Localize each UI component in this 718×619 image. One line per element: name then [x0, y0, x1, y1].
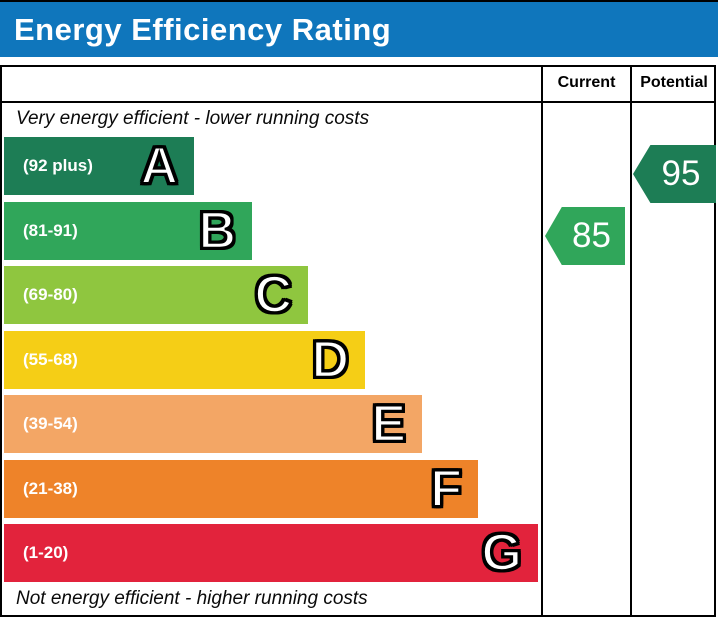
bottom-note: Not energy efficient - higher running co… — [16, 588, 368, 609]
column-header-current: Current — [557, 74, 616, 91]
column-header-potential: Potential — [640, 74, 708, 91]
current-rating-value: 85 — [572, 216, 611, 255]
potential-rating-arrow: 95 — [633, 145, 716, 203]
band-row-F: (21-38) F — [4, 460, 478, 518]
band-range-label: (92 plus) — [23, 156, 93, 175]
band-row-G: (1-20) G — [4, 524, 538, 582]
band-range-label: (55-68) — [23, 350, 78, 369]
band-letter: G — [480, 524, 523, 582]
band-row-A: (92 plus) A — [4, 137, 194, 195]
band-letter: E — [370, 395, 407, 453]
band-row-C: (69-80) C — [4, 266, 308, 324]
potential-rating-value: 95 — [661, 154, 701, 193]
band-row-D: (55-68) D — [4, 331, 365, 389]
band-letter: A — [139, 137, 179, 195]
band-letter: F — [429, 460, 463, 518]
potential-column-divider — [630, 65, 632, 617]
band-range-label: (81-91) — [23, 221, 78, 240]
current-column-divider — [541, 65, 543, 617]
band-letter: C — [253, 266, 293, 324]
band-range-label: (21-38) — [23, 479, 78, 498]
header-divider — [0, 101, 716, 103]
page-title: Energy Efficiency Rating — [14, 11, 392, 47]
band-range-label: (69-80) — [23, 285, 78, 304]
current-rating-arrow: 85 — [545, 207, 625, 265]
band-row-E: (39-54) E — [4, 395, 422, 453]
band-range-label: (1-20) — [23, 543, 69, 562]
top-note: Very energy efficient - lower running co… — [16, 108, 370, 129]
title-bar: Energy Efficiency Rating — [0, 0, 718, 57]
band-letter: D — [310, 331, 350, 389]
band-row-B: (81-91) B — [4, 202, 252, 260]
band-range-label: (39-54) — [23, 414, 78, 433]
band-letter: B — [197, 202, 237, 260]
